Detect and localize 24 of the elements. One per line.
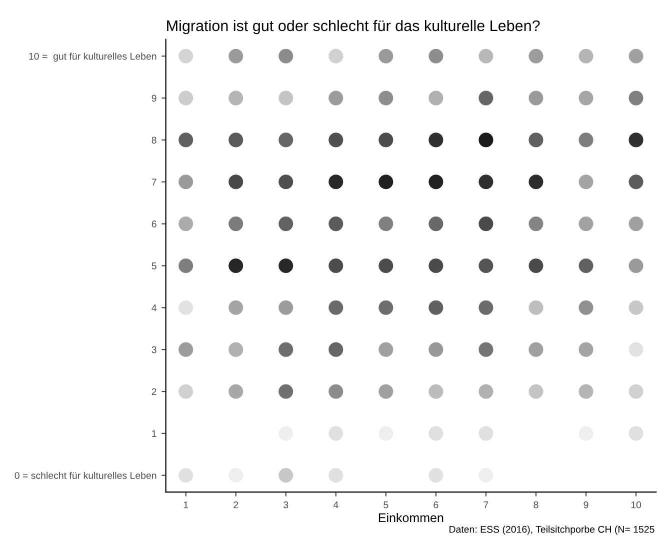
- y-tick-label: 10 = gut für kulturelles Leben: [29, 52, 156, 62]
- x-axis-title: Einkommen: [378, 512, 444, 522]
- text: Daten: ESS (2016), Teilsitchporbe CH (N= 1525: [450, 526, 654, 535]
- x-tick-label: 7: [484, 501, 488, 508]
- x-tick-label: 8: [534, 501, 538, 508]
- x-tick-label: 10: [631, 501, 642, 508]
- y-tick-label: 8: [152, 136, 156, 144]
- x-tick-label: 3: [284, 501, 288, 508]
- x-tick-label: 9: [584, 501, 588, 508]
- y-tick-label: 7: [152, 178, 156, 186]
- x-tick-label: 4: [333, 501, 338, 508]
- y-tick-label: 1: [152, 430, 156, 437]
- y-tick-label: 0 = schlecht für kulturelles Leben: [14, 472, 156, 479]
- y-tick-label: 3: [152, 346, 156, 354]
- x-tick-label: 5: [384, 501, 388, 508]
- x-tick-label: 6: [434, 501, 438, 508]
- y-tick-label: 4: [152, 304, 157, 312]
- x-tick-label: 2: [234, 501, 238, 508]
- y-tick-label: 9: [152, 94, 156, 102]
- y-tick-label: 5: [152, 262, 156, 270]
- y-tick-label: 2: [152, 388, 156, 396]
- x-tick-label: 1: [184, 501, 188, 508]
- y-tick-label: 6: [152, 220, 156, 228]
- chart-title: Migration ist gut oder schlecht für das kulturelle Leben?: [167, 20, 540, 34]
